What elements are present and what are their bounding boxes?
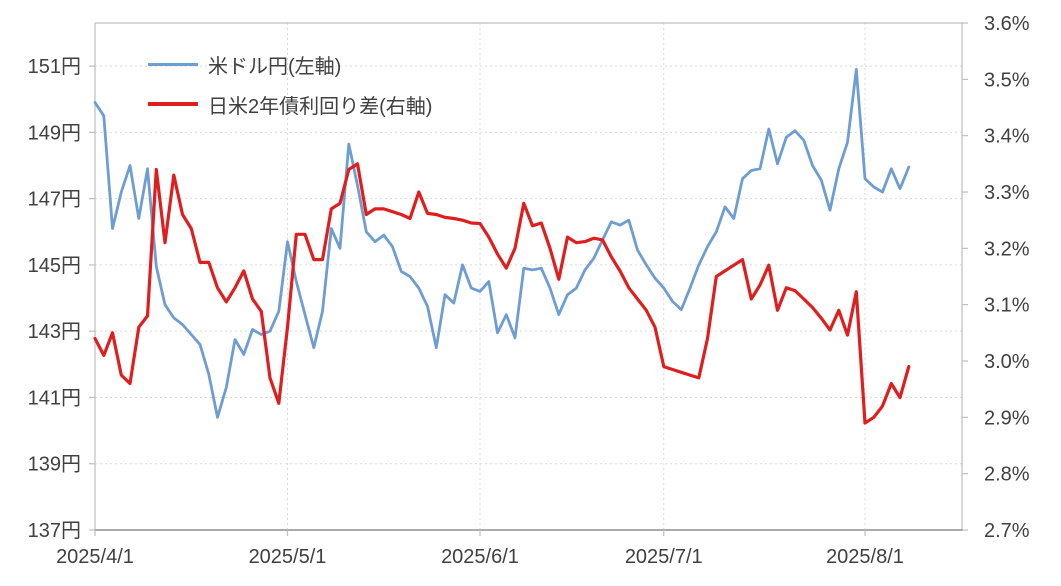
left-axis-tick-label: 137円 — [28, 520, 81, 542]
right-axis-tick-label: 3.3% — [984, 182, 1030, 204]
usdjpy-line — [93, 68, 911, 419]
right-axis-tick-label: 3.4% — [984, 126, 1030, 148]
left-axis-tick-label: 139円 — [28, 454, 81, 476]
left-axis-tick-label: 141円 — [28, 387, 81, 409]
chart-legend: 米ドル円(左軸) 日米2年債利回り差(右軸) — [148, 44, 432, 124]
legend-label-yield-spread: 日米2年債利回り差(右軸) — [208, 95, 433, 118]
yield-spread-line — [93, 162, 911, 425]
legend-item-yield-spread: 日米2年債利回り差(右軸) — [148, 84, 432, 124]
legend-label-usdjpy: 米ドル円(左軸) — [208, 55, 342, 78]
yield-spread-line-swatch — [148, 102, 198, 106]
usdjpy-line-swatch — [148, 62, 198, 66]
left-axis-tick-label: 143円 — [28, 321, 81, 343]
legend-item-usdjpy: 米ドル円(左軸) — [148, 44, 432, 84]
x-axis-tick-label: 2025/6/1 — [441, 546, 519, 568]
right-axis-tick-label: 2.7% — [984, 520, 1030, 542]
left-axis-tick-label: 145円 — [28, 255, 81, 277]
left-axis-tick-label: 149円 — [28, 122, 81, 144]
right-axis-tick-label: 3.0% — [984, 351, 1030, 373]
right-axis-tick-label: 3.1% — [984, 295, 1030, 317]
left-axis-tick-label: 151円 — [28, 56, 81, 78]
right-axis-tick-label: 3.6% — [984, 13, 1030, 35]
right-axis-tick-label: 3.2% — [984, 238, 1030, 260]
x-axis-tick-label: 2025/8/1 — [826, 546, 904, 568]
right-axis-tick-label: 3.5% — [984, 69, 1030, 91]
left-axis-tick-label: 147円 — [28, 189, 81, 211]
x-axis-tick-label: 2025/5/1 — [249, 546, 327, 568]
right-axis-tick-label: 2.8% — [984, 464, 1030, 486]
right-axis-tick-label: 2.9% — [984, 407, 1030, 429]
x-axis-tick-label: 2025/7/1 — [625, 546, 703, 568]
x-axis-tick-label: 2025/4/1 — [56, 546, 134, 568]
